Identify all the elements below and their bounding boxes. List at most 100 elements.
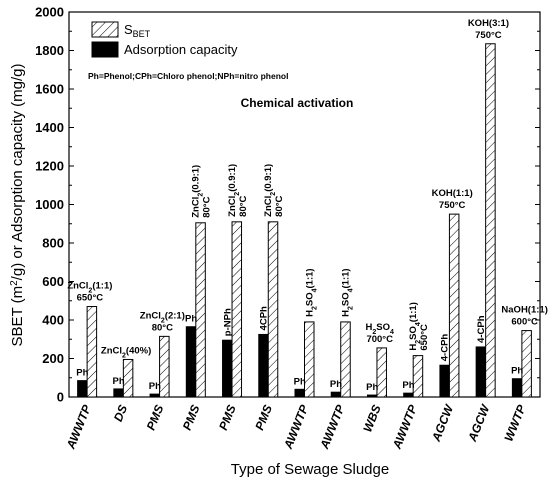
- bars: [77, 43, 532, 398]
- adsorbate-label: Ph: [366, 382, 378, 393]
- label-text-part: SO: [304, 292, 315, 306]
- activation-label: 80°C: [274, 195, 285, 216]
- y-axis-title-superscript: 2: [9, 280, 20, 286]
- label-text-part: 750°C: [439, 200, 466, 211]
- activation-label: 700°C: [366, 334, 393, 345]
- label-text-part: (1:1): [340, 268, 351, 288]
- activation-label: ZnCl2(1:1): [67, 281, 112, 295]
- x-tick-label: AWWTP: [389, 402, 420, 452]
- x-tick-label: AWWTP: [317, 402, 348, 452]
- label-text-part: (0.9:1): [263, 164, 274, 192]
- bar-adsorption-capacity: [330, 391, 342, 398]
- label-text-part: (1:1): [408, 302, 419, 322]
- bar-adsorption-capacity: [475, 346, 487, 398]
- activation-label: 650°C: [77, 293, 104, 304]
- activation-label: ZnCl2(0.9:1): [227, 164, 241, 217]
- activation-label: KOH(1:1): [432, 188, 473, 199]
- label-text-part: (1:1): [304, 268, 315, 288]
- legend-label-sbet-subscript: BET: [133, 29, 151, 39]
- bar-sbet: [340, 321, 351, 398]
- bar-adsorption-capacity: [511, 378, 523, 398]
- label-text-part: ZnCl: [67, 281, 88, 292]
- activation-label: H2SO4(1:1): [408, 302, 422, 350]
- label-text-part: SO: [340, 292, 351, 306]
- adsorbate-label: 4-CPh: [440, 334, 451, 362]
- label-text-part: 80°C: [152, 322, 173, 333]
- x-axis: AWWTP DS PMS PMS PMS PMS AWWTP AWWTP WBS AWWTP AGC…: [63, 392, 529, 452]
- y-tick-label: 600: [42, 274, 64, 289]
- bar-sbet: [412, 355, 424, 398]
- bar-sbet: [159, 335, 170, 398]
- label-text-part: KOH(3:1): [468, 18, 509, 29]
- legend-label-adsorption: Adsorption capacity: [124, 42, 238, 57]
- label-text-part: H: [304, 310, 315, 317]
- label-subscript: 2: [372, 328, 376, 335]
- label-subscript: 2: [88, 287, 92, 294]
- bar-sbet: [86, 306, 98, 398]
- bar-adsorption-capacity: [113, 388, 124, 398]
- activation-label: 750°C: [439, 200, 466, 211]
- activation-label: ZnCl2(0.9:1): [191, 165, 205, 218]
- label-subscript: 2: [414, 340, 421, 344]
- label-text-part: SO: [376, 322, 390, 333]
- label-text-part: NaOH(1:1): [501, 305, 547, 316]
- y-tick-label: 1600: [35, 82, 64, 97]
- adsorbate-label: Ph: [511, 366, 523, 377]
- y-axis-title-part: /g) or Adsorption capacity (mg/g): [9, 64, 26, 281]
- bar-sbet: [485, 43, 496, 398]
- bar-sbet: [521, 330, 532, 398]
- bar-sbet: [376, 347, 387, 398]
- chart-title: Chemical activation: [241, 96, 354, 110]
- y-tick-label: 0: [57, 390, 64, 405]
- activation-label: ZnCl2(0.9:1): [263, 164, 277, 217]
- y-tick-label: 1400: [35, 120, 64, 135]
- activation-label: 750°C: [475, 30, 502, 41]
- y-tick-label: 400: [42, 313, 64, 328]
- label-text-part: ZnCl: [140, 310, 161, 321]
- activation-label: H2SO4(1:1): [340, 268, 354, 316]
- x-axis-title: Type of Sewage Sludge: [231, 461, 389, 478]
- x-tick-label: AWWTP: [281, 402, 312, 452]
- x-tick-label: WWTP: [501, 402, 529, 443]
- y-axis-title: SBET (m2/g) or Adsorption capacity (mg/g…: [9, 64, 27, 347]
- label-text-part: (1:1): [92, 281, 112, 292]
- label-text-part: H: [408, 344, 419, 351]
- bar-adsorption-capacity: [149, 393, 161, 398]
- y-axis: 0 200 400 600 800 1000 1200 1400 1600 1800 2000: [35, 5, 540, 405]
- x-tick-label: AWWTP: [63, 402, 94, 452]
- adsorbate-label: Ph: [294, 376, 306, 387]
- label-text-part: 80°C: [238, 195, 249, 216]
- bar-sbet: [231, 221, 243, 398]
- bar-adsorption-capacity: [258, 333, 269, 398]
- activation-label: KOH(3:1): [468, 18, 509, 29]
- activation-label: NaOH(1:1): [501, 305, 547, 316]
- label-text-part: ZnCl: [191, 197, 202, 218]
- label-text-part: 650°C: [77, 293, 104, 304]
- label-text-part: SO: [408, 326, 419, 340]
- label-subscript: 4: [414, 322, 421, 326]
- annotations: PhZnCl2(1:1)650°CPhZnCl2(40%)PhZnCl2(2:1…: [67, 18, 548, 393]
- adsorbate-label: Ph: [330, 379, 342, 390]
- label-text-part: ZnCl: [263, 196, 274, 217]
- adsorbate-label: Ph: [185, 314, 197, 325]
- bar-adsorption-capacity: [439, 364, 450, 398]
- legend-swatch-sbet: [91, 21, 119, 38]
- x-tick-label: PMS: [180, 403, 203, 432]
- label-subscript: 2: [122, 352, 126, 359]
- y-tick-label: 1000: [35, 197, 64, 212]
- label-subscript: 2: [347, 306, 354, 310]
- activation-label: 80°C: [152, 322, 173, 333]
- label-text-part: (2:1): [165, 310, 185, 321]
- label-text-part: 700°C: [366, 334, 393, 345]
- adsorbate-label: p-NPh: [222, 308, 233, 336]
- label-text-part: H: [366, 322, 373, 333]
- y-tick-label: 1800: [35, 43, 64, 58]
- x-tick-label: AGCW: [429, 401, 457, 444]
- label-text-part: (0.9:1): [191, 165, 202, 193]
- x-tick-label: PMS: [252, 403, 275, 432]
- y-axis-title-part: SBET (m: [9, 286, 26, 347]
- adsorbate-label: 4CPh: [259, 306, 270, 330]
- x-tick-label: AGCW: [465, 401, 493, 444]
- legend: SBET Adsorption capacity: [91, 21, 238, 58]
